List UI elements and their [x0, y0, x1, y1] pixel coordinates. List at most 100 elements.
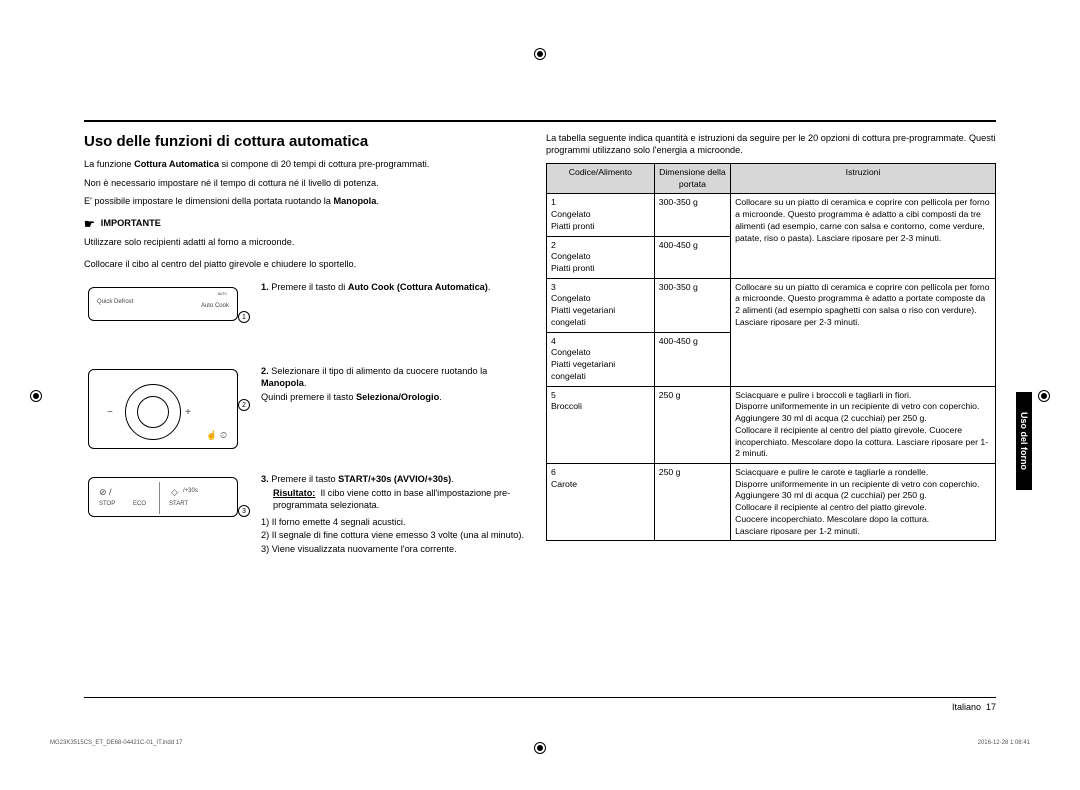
diagram-label: /+30s [183, 487, 198, 495]
table-cell-code: 4 Congelato Piatti vegetariani congelati [547, 332, 655, 386]
table-cell-code: 5 Broccoli [547, 386, 655, 463]
table-cell-size: 300-350 g [654, 194, 730, 236]
text: . [451, 474, 454, 484]
text: si compone di 20 tempi di cottura pre-pr… [219, 159, 429, 169]
top-rule [84, 120, 996, 122]
table-cell-size: 400-450 g [654, 332, 730, 386]
crop-mark [30, 390, 42, 402]
right-column: La tabella seguente indica quantità e is… [546, 132, 996, 574]
divider [159, 482, 160, 514]
page-content: Uso delle funzioni di cottura automatica… [84, 120, 996, 680]
callout-3: 3 [238, 505, 250, 517]
page-title: Uso delle funzioni di cottura automatica [84, 132, 524, 152]
step-3-text: 3. Premere il tasto START/+30s (AVVIO/+3… [261, 473, 524, 557]
crop-mark [1038, 390, 1050, 402]
important-label: IMPORTANTE [101, 217, 161, 229]
step-3-sublist: 1) Il forno emette 4 segnali acustici. 2… [261, 516, 524, 555]
start-icon: ◇ [171, 486, 178, 498]
table-cell-size: 250 g [654, 386, 730, 463]
intro-para-3: E' possibile impostare le dimensioni del… [84, 195, 524, 207]
important-text: Utilizzare solo recipienti adatti al for… [84, 236, 524, 248]
text: Quindi premere il tasto [261, 392, 356, 402]
table-header: Istruzioni [731, 163, 996, 193]
table-cell-instructions: Collocare su un piatto di ceramica e cop… [731, 194, 996, 278]
text: . [439, 392, 442, 402]
text: La funzione [84, 159, 134, 169]
table-cell-instructions: Collocare su un piatto di ceramica e cop… [731, 278, 996, 386]
table-row: 1 Congelato Piatti pronti300-350 gColloc… [547, 194, 996, 236]
cooking-table: Codice/Alimento Dimensione della portata… [546, 163, 996, 542]
text: . [488, 282, 491, 292]
text-bold: Manopola [261, 378, 304, 388]
table-cell-code: 3 Congelato Piatti vegetariani congelati [547, 278, 655, 332]
diagram-2: − + ☝ ⏲ 2 [84, 365, 249, 455]
side-tab: Uso del forno [1016, 392, 1032, 490]
table-row: 3 Congelato Piatti vegetariani congelati… [547, 278, 996, 332]
table-cell-code: 2 Congelato Piatti pronti [547, 236, 655, 278]
callout-2: 2 [238, 399, 250, 411]
step-2-text: 2. Selezionare il tipo di alimento da cu… [261, 365, 524, 404]
place-text: Collocare il cibo al centro del piatto g… [84, 258, 524, 270]
text: E' possibile impostare le dimensioni del… [84, 196, 333, 206]
auto-icon: ᴬᵁᵀᴼ [218, 292, 227, 299]
diagram-label: STOP [99, 500, 115, 508]
minus-icon: − [107, 406, 113, 420]
diagram-1: Quick Defrost ᴬᵁᵀᴼ Auto Cook 1 [84, 281, 249, 347]
print-file: MG23K3515CS_ET_DE68-04421C-01_IT.indd 17 [50, 740, 182, 746]
sublist-item: 3) Viene visualizzata nuovamente l'ora c… [261, 543, 524, 555]
stop-icon: ⊘ / [99, 486, 112, 498]
text-bold: Manopola [333, 196, 376, 206]
step-1-text: 1. Premere il tasto di Auto Cook (Cottur… [261, 281, 524, 295]
right-intro: La tabella seguente indica quantità e is… [546, 132, 996, 157]
table-cell-instructions: Sciacquare e pulire i broccoli e tagliar… [731, 386, 996, 463]
diagram-label: Quick Defrost [97, 298, 133, 306]
table-cell-code: 1 Congelato Piatti pronti [547, 194, 655, 236]
diagram-3: ⊘ / STOP ECO ◇ /+30s START 3 [84, 473, 249, 523]
hand-icon: ☝ ⏲ [206, 429, 227, 441]
print-footer: MG23K3515CS_ET_DE68-04421C-01_IT.indd 17… [50, 740, 1030, 746]
table-cell-size: 250 g [654, 464, 730, 541]
step-number: 1. [261, 282, 269, 292]
text-bold: Cottura Automatica [134, 159, 219, 169]
table-header-row: Codice/Alimento Dimensione della portata… [547, 163, 996, 193]
sublist-item: 2) Il segnale di fine cottura viene emes… [261, 529, 524, 541]
text: Premere il tasto [271, 474, 338, 484]
text-bold: START/+30s (AVVIO/+30s) [338, 474, 451, 484]
text: . [304, 378, 307, 388]
callout-1: 1 [238, 311, 250, 323]
table-cell-size: 400-450 g [654, 236, 730, 278]
diagram-label: ECO [133, 500, 146, 508]
table-row: 6 Carote250 gSciacquare e pulire le caro… [547, 464, 996, 541]
sublist-item: 1) Il forno emette 4 segnali acustici. [261, 516, 524, 528]
plus-icon: + [185, 406, 191, 420]
intro-para-2: Non è necessario impostare né il tempo d… [84, 177, 524, 189]
step-1: Quick Defrost ᴬᵁᵀᴼ Auto Cook 1 1. Premer… [84, 281, 524, 347]
pointer-icon: ☛ [84, 216, 95, 232]
print-date: 2016-12-28 1:08:41 [978, 740, 1030, 746]
step-number: 3. [261, 474, 269, 484]
important-heading: ☛ IMPORTANTE [84, 216, 524, 232]
step-number: 2. [261, 366, 269, 376]
footer-page-number: 17 [986, 702, 996, 712]
text: . [376, 196, 379, 206]
text-bold: Auto Cook (Cottura Automatica) [348, 282, 488, 292]
text: Premere il tasto di [271, 282, 348, 292]
result-label: Risultato: [273, 488, 315, 498]
text: Selezionare il tipo di alimento da cuoce… [271, 366, 487, 376]
footer-language: Italiano [952, 702, 981, 712]
table-cell-size: 300-350 g [654, 278, 730, 332]
step-3: ⊘ / STOP ECO ◇ /+30s START 3 3. Premere … [84, 473, 524, 557]
diagram-label: START [169, 500, 188, 508]
table-cell-code: 6 Carote [547, 464, 655, 541]
table-header: Codice/Alimento [547, 163, 655, 193]
intro-para-1: La funzione Cottura Automatica si compon… [84, 158, 524, 170]
step-2: − + ☝ ⏲ 2 2. Selezionare il tipo di alim… [84, 365, 524, 455]
dial-inner [137, 396, 169, 428]
table-header: Dimensione della portata [654, 163, 730, 193]
text-bold: Seleziona/Orologio [356, 392, 439, 402]
diagram-label: Auto Cook [201, 302, 229, 310]
table-cell-instructions: Sciacquare e pulire le carote e tagliarl… [731, 464, 996, 541]
crop-mark [534, 48, 546, 60]
page-footer: Italiano 17 [84, 697, 996, 712]
left-column: Uso delle funzioni di cottura automatica… [84, 132, 524, 574]
